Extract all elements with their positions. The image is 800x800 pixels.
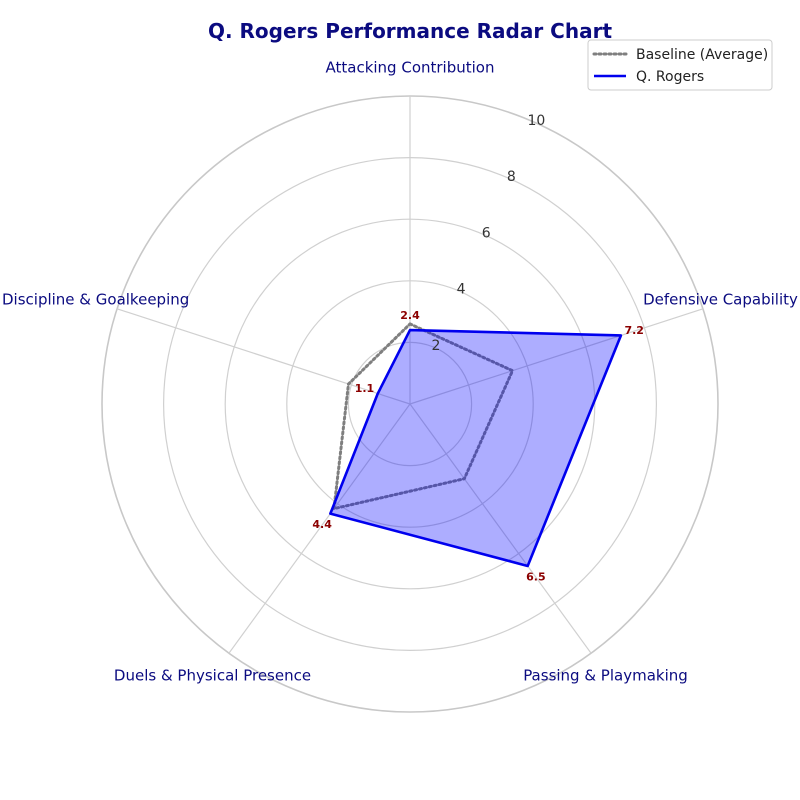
series-area-rogers	[330, 330, 621, 566]
grid-spoke	[409, 403, 592, 654]
chart-title: Q. Rogers Performance Radar Chart	[208, 19, 612, 43]
series-line-baseline	[332, 322, 515, 511]
legend-label-baseline: Baseline (Average)	[636, 47, 768, 63]
category-label: Duels & Physical Presence	[114, 666, 311, 684]
radar-series	[329, 322, 623, 568]
radial-tick-label: 4	[457, 282, 466, 298]
radial-tick-label: 8	[507, 169, 516, 185]
category-label: Discipline & Goalkeeping	[2, 291, 189, 309]
grid-spoke	[116, 308, 411, 405]
grid-spoke	[228, 403, 411, 654]
radial-tick-label: 2	[431, 338, 440, 354]
legend-box	[587, 39, 773, 91]
legend-label-rogers: Q. Rogers	[636, 69, 704, 85]
radial-tick-label: 10	[527, 113, 545, 129]
radar-grid	[101, 95, 719, 713]
grid-spoke	[409, 308, 704, 405]
data-label: 1.1	[355, 382, 375, 395]
radar-labels: 2 4 6 8 10 Attacking Contribution Defensive Ca…	[2, 59, 798, 685]
data-label: 2.4	[400, 309, 420, 322]
series-line-rogers	[329, 328, 623, 568]
data-label: 6.5	[526, 570, 546, 583]
category-label: Passing & Playmaking	[523, 666, 688, 684]
radial-tick-label: 6	[482, 225, 491, 241]
legend: Baseline (Average) Q. Rogers	[587, 39, 773, 91]
data-label: 7.2	[624, 324, 644, 337]
category-label: Attacking Contribution	[326, 59, 495, 77]
category-label: Defensive Capability	[643, 291, 798, 309]
data-label: 4.4	[312, 518, 332, 531]
